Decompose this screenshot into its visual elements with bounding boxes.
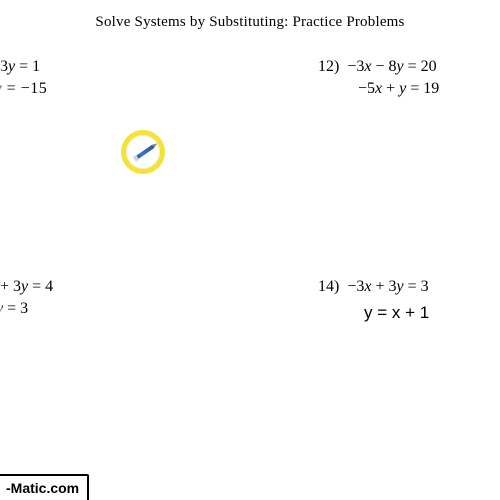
problem-14: 14) −3x + 3y = 3 y = x + 1: [318, 276, 429, 325]
problem-14-eq2: y = x + 1: [318, 302, 429, 325]
problem-13: + 3y = 4 y = 3: [0, 276, 53, 319]
problem-12-number: 12): [318, 58, 339, 75]
page-title: Solve Systems by Substituting: Practice …: [0, 14, 500, 31]
watermark-text: -Matic.com: [6, 480, 79, 496]
problem-11-eq1: 3y = 1: [0, 56, 47, 78]
problem-14-number: 14): [318, 278, 339, 295]
problem-14-eq1: −3x + 3y = 3: [347, 278, 428, 295]
problem-13-eq2: y = 3: [0, 298, 53, 320]
problem-12: 12) −3x − 8y = 20 −5x + y = 19: [318, 56, 439, 99]
problem-12-eq2: −5x + y = 19: [318, 78, 439, 100]
problem-12-eq1: −3x − 8y = 20: [347, 58, 436, 75]
watermark-badge: -Matic.com: [0, 474, 89, 500]
problem-13-eq1: + 3y = 4: [0, 276, 53, 298]
problem-11-eq2: − 3y = −15: [0, 78, 47, 100]
problem-11: 3y = 1 − 3y = −15: [0, 56, 47, 99]
